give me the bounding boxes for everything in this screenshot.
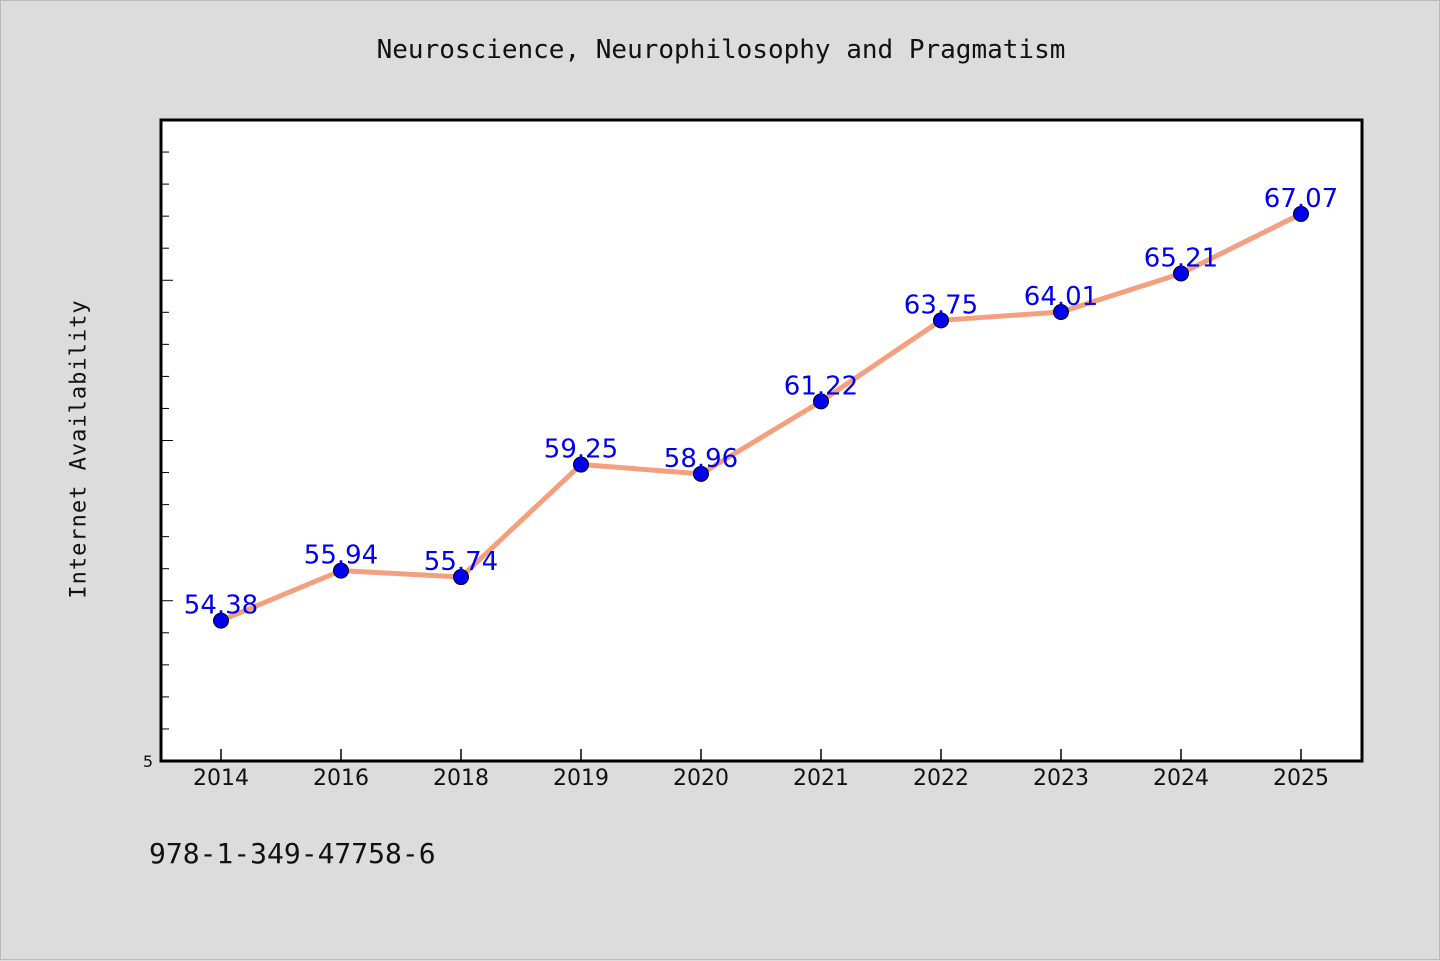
x-tick-label: 2020 bbox=[673, 766, 729, 791]
series-line bbox=[218, 211, 1304, 624]
data-label: 55.74 bbox=[424, 547, 498, 577]
data-label: 61.22 bbox=[784, 371, 858, 401]
data-label: 64.01 bbox=[1024, 282, 1098, 312]
data-point bbox=[933, 312, 949, 329]
data-point bbox=[333, 562, 349, 579]
x-tick-label: 2023 bbox=[1033, 766, 1089, 791]
x-tick-label: 2021 bbox=[793, 766, 849, 791]
isbn-text: 978-1-349-47758-6 bbox=[149, 837, 436, 870]
data-label: 54.38 bbox=[184, 591, 258, 621]
data-label: 58.96 bbox=[664, 444, 738, 474]
data-point bbox=[213, 612, 229, 629]
data-point bbox=[693, 465, 709, 482]
plot-area bbox=[159, 118, 1364, 763]
data-label: 63.75 bbox=[904, 290, 978, 320]
data-point bbox=[1293, 205, 1309, 222]
x-tick-label: 2014 bbox=[193, 766, 249, 791]
x-tick-label: 2016 bbox=[313, 766, 369, 791]
chart-title: Neuroscience, Neurophilosophy and Pragma… bbox=[376, 35, 1066, 65]
x-tick-label: 2018 bbox=[433, 766, 489, 791]
data-point bbox=[1173, 265, 1189, 282]
y-tick-label: 5 bbox=[143, 752, 153, 771]
x-tick-label: 2025 bbox=[1273, 766, 1329, 791]
data-point bbox=[453, 569, 469, 586]
x-tick-label: 2019 bbox=[553, 766, 609, 791]
x-tick-label: 2022 bbox=[913, 766, 969, 791]
data-label: 65.21 bbox=[1144, 244, 1218, 274]
x-tick-label: 2024 bbox=[1153, 766, 1209, 791]
data-point bbox=[573, 456, 589, 473]
data-point bbox=[813, 393, 829, 410]
data-label: 67.07 bbox=[1264, 184, 1338, 214]
data-label: 55.94 bbox=[304, 541, 378, 571]
data-label: 59.25 bbox=[544, 435, 618, 465]
data-point bbox=[1053, 303, 1069, 320]
